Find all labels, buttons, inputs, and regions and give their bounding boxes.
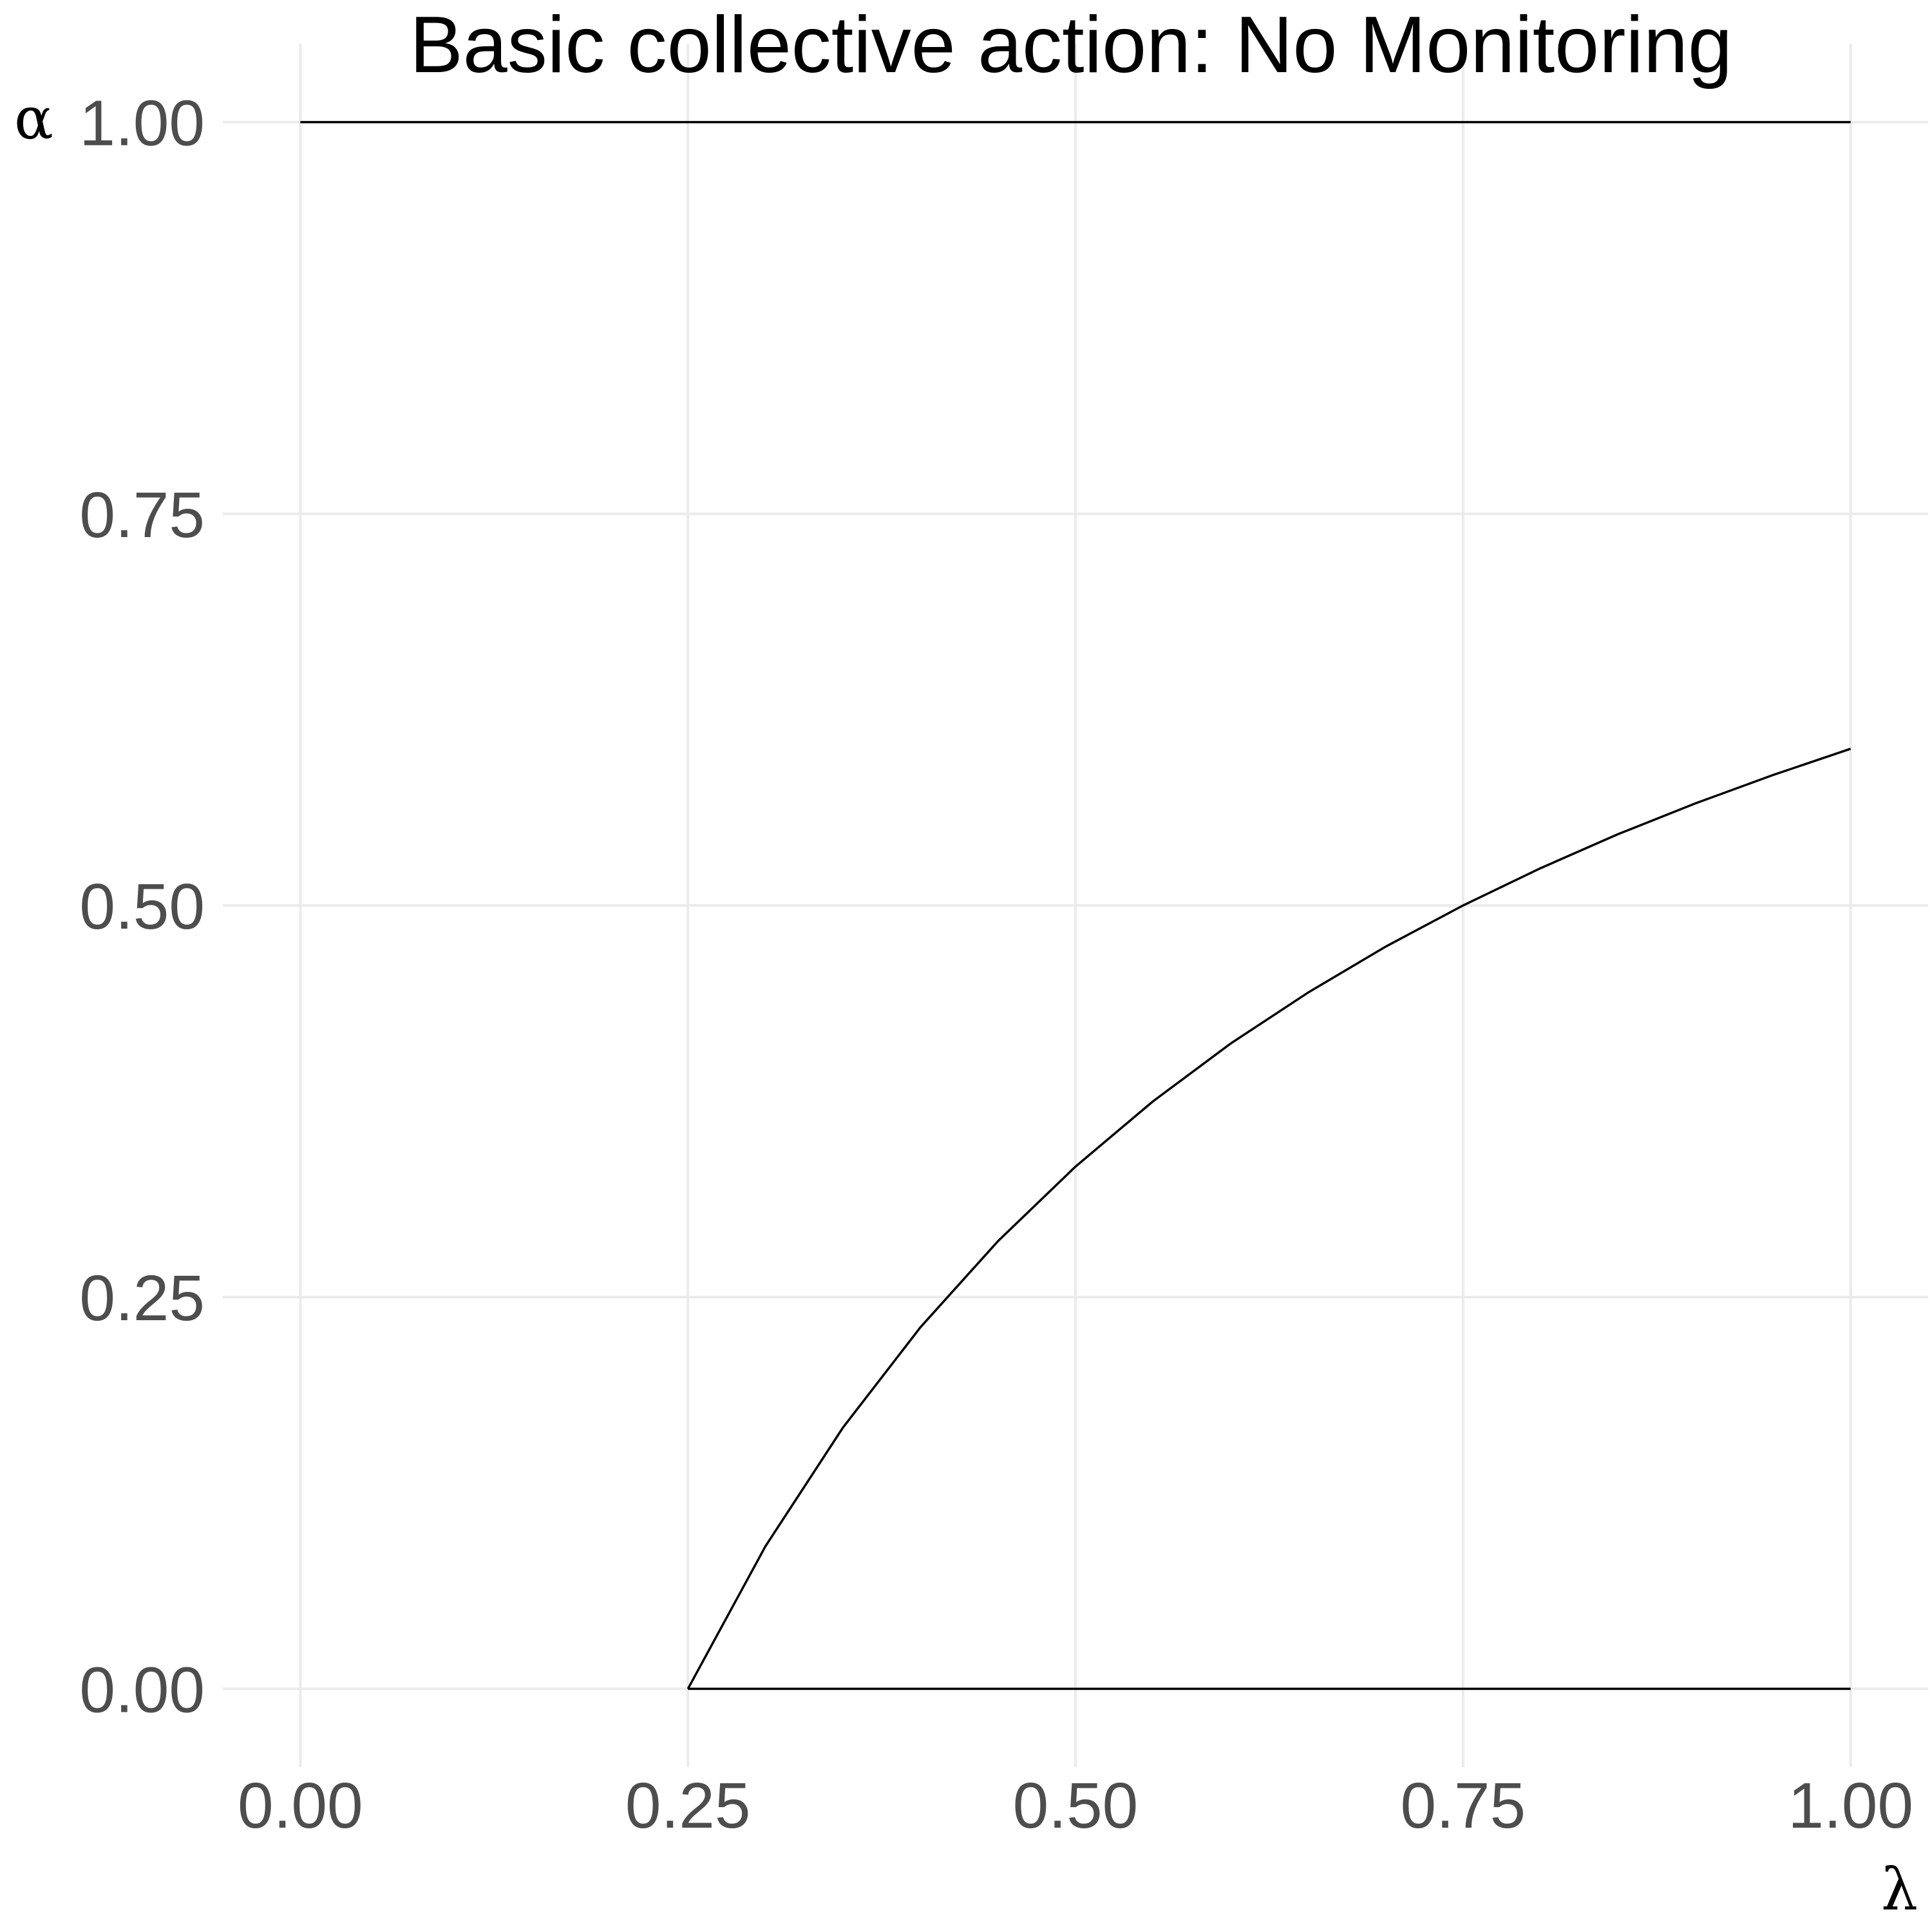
y-axis-label: α <box>14 85 53 153</box>
series-line-2 <box>687 748 1852 1690</box>
x-tick-label: 1.00 <box>1788 1770 1913 1842</box>
y-tick-label: 0.75 <box>79 479 205 551</box>
x-tick-label: 0.25 <box>625 1770 751 1842</box>
y-tick-label: 0.50 <box>79 871 205 943</box>
grid <box>223 44 1928 1767</box>
series <box>300 120 1852 1690</box>
x-tick-label: 0.75 <box>1400 1770 1526 1842</box>
x-tick-label: 0.50 <box>1013 1770 1139 1842</box>
y-tick-labels: 0.00 0.25 0.50 0.75 1.00 <box>79 88 205 1727</box>
x-tick-label: 0.00 <box>238 1770 363 1842</box>
y-tick-label: 0.00 <box>79 1654 205 1726</box>
x-tick-labels: 0.00 0.25 0.50 0.75 1.00 <box>238 1770 1913 1842</box>
x-axis-label: λ <box>1881 1856 1918 1924</box>
chart-title: Basic collective action: No Monitoring <box>410 1 1732 90</box>
y-tick-label: 0.25 <box>79 1262 205 1334</box>
y-tick-label: 1.00 <box>79 88 205 160</box>
